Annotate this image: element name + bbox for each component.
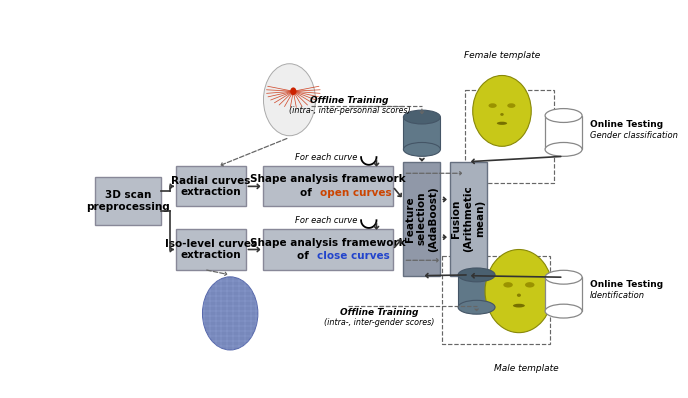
Ellipse shape bbox=[507, 103, 515, 108]
Text: Fusion
(Arithmetic
mean): Fusion (Arithmetic mean) bbox=[451, 185, 485, 252]
Bar bbox=[458, 275, 495, 307]
Ellipse shape bbox=[458, 300, 495, 314]
Text: (intra-, inter-personnal scores): (intra-, inter-personnal scores) bbox=[289, 105, 410, 115]
Ellipse shape bbox=[473, 76, 531, 146]
Text: Identification: Identification bbox=[590, 291, 645, 300]
Ellipse shape bbox=[545, 109, 582, 123]
Text: of: of bbox=[297, 252, 312, 261]
FancyBboxPatch shape bbox=[264, 166, 393, 207]
FancyBboxPatch shape bbox=[96, 177, 161, 225]
Text: close curves: close curves bbox=[317, 252, 390, 261]
Text: Online Testing: Online Testing bbox=[590, 120, 663, 129]
Ellipse shape bbox=[264, 64, 315, 136]
Ellipse shape bbox=[202, 277, 258, 350]
Text: Shape analysis framework: Shape analysis framework bbox=[250, 174, 406, 184]
Text: Female template: Female template bbox=[464, 51, 540, 60]
Text: Shape analysis framework: Shape analysis framework bbox=[250, 238, 406, 248]
FancyBboxPatch shape bbox=[176, 230, 246, 269]
Ellipse shape bbox=[545, 142, 582, 156]
FancyBboxPatch shape bbox=[176, 166, 246, 207]
Text: Offline Training: Offline Training bbox=[340, 308, 418, 317]
Text: of: of bbox=[300, 188, 316, 198]
Ellipse shape bbox=[488, 103, 497, 108]
Ellipse shape bbox=[485, 250, 552, 333]
Ellipse shape bbox=[504, 282, 513, 287]
Text: Feature
selection
(AdaBoost): Feature selection (AdaBoost) bbox=[405, 186, 438, 252]
Text: For each curve: For each curve bbox=[295, 152, 358, 162]
Bar bbox=[403, 117, 440, 149]
Text: Offline Training: Offline Training bbox=[310, 96, 389, 105]
Text: For each curve: For each curve bbox=[295, 216, 358, 225]
Ellipse shape bbox=[525, 282, 535, 287]
Text: (intra-, inter-gender scores): (intra-, inter-gender scores) bbox=[323, 318, 434, 327]
Ellipse shape bbox=[497, 122, 507, 125]
Bar bbox=[545, 115, 582, 149]
Ellipse shape bbox=[513, 304, 525, 308]
Text: Online Testing: Online Testing bbox=[590, 281, 663, 289]
Ellipse shape bbox=[500, 113, 504, 116]
Ellipse shape bbox=[290, 88, 297, 95]
Ellipse shape bbox=[403, 142, 440, 156]
Ellipse shape bbox=[403, 110, 440, 124]
Text: Male template: Male template bbox=[494, 364, 559, 373]
Text: Iso-level curves
extraction: Iso-level curves extraction bbox=[165, 239, 257, 260]
FancyBboxPatch shape bbox=[403, 162, 440, 276]
Ellipse shape bbox=[517, 294, 521, 297]
Text: 3D scan
preprocessing: 3D scan preprocessing bbox=[86, 190, 170, 212]
FancyBboxPatch shape bbox=[450, 162, 486, 276]
Text: Gender classification: Gender classification bbox=[590, 131, 678, 140]
Text: open curves: open curves bbox=[320, 188, 392, 198]
Ellipse shape bbox=[545, 304, 582, 318]
Ellipse shape bbox=[545, 270, 582, 284]
Bar bbox=[545, 277, 582, 311]
Text: Radial curves
extraction: Radial curves extraction bbox=[171, 176, 250, 197]
FancyBboxPatch shape bbox=[264, 230, 393, 269]
Ellipse shape bbox=[458, 268, 495, 282]
